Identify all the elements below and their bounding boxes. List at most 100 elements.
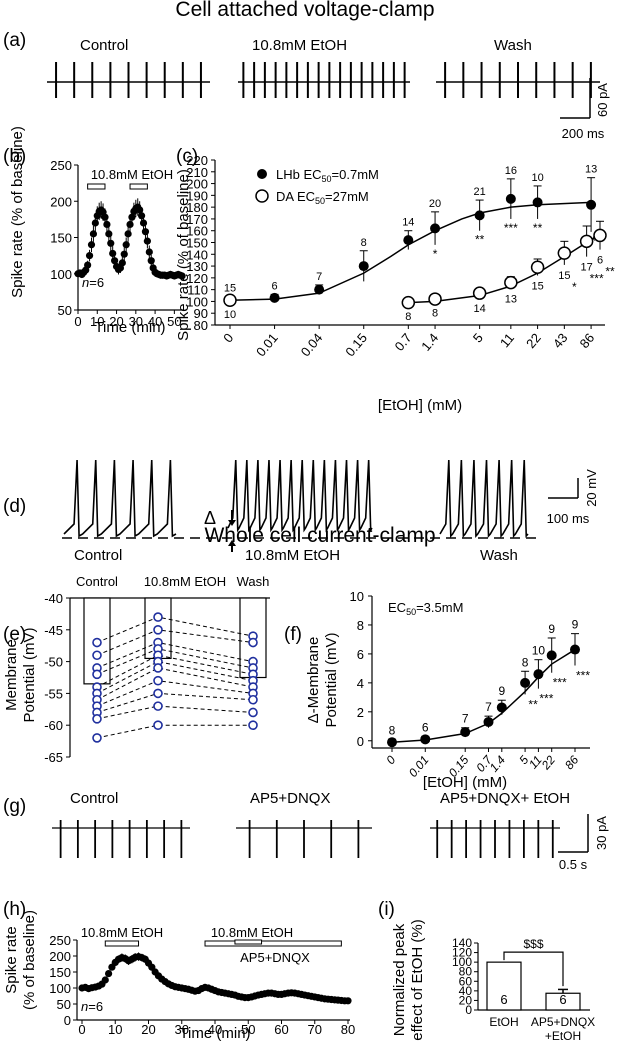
panel-c-point-da — [223, 293, 237, 307]
scale-d-y-label: 20 mV — [584, 469, 599, 507]
panel-e-y-tick-label: -60 — [44, 718, 63, 733]
panel-c-point-da — [579, 234, 594, 249]
scale-d-x-label: 100 ms — [547, 511, 590, 526]
panel-e-category: Wash — [237, 574, 270, 589]
panel-b-point — [147, 257, 155, 265]
panel-b-x-tick-label: 10 — [90, 314, 104, 329]
panel-e-pair-line — [96, 654, 254, 688]
trace-g-label-ap5-etoh: AP5+DNQX+ EtOH — [440, 790, 570, 807]
panel-h-x-tick-label: 80 — [341, 1022, 355, 1037]
panel-h-x-tick-label: 70 — [308, 1022, 322, 1037]
panel-c-n-lhb: 16 — [505, 165, 517, 177]
panel-f-n-label: 7 — [485, 700, 492, 714]
panel-f-y-tick-label: 0 — [357, 734, 364, 749]
trace-d-spike-train — [63, 459, 177, 538]
scale-a-y-label: 60 pA — [595, 83, 610, 117]
panel-b-y-tick-label: 150 — [50, 231, 72, 246]
panel-b-x-tick-label: 20 — [109, 314, 123, 329]
panel-i-y-tick-label: 80 — [459, 965, 473, 979]
panel-f-y-tick-label: 2 — [357, 705, 364, 720]
panel-c-n-lhb: 15 — [224, 283, 236, 295]
panel-f-point — [420, 734, 431, 745]
panel-f-y-tick-label: 4 — [357, 676, 364, 691]
panel-f-ec50: EC50=3.5mM — [388, 600, 463, 617]
panel-c-n-da: 13 — [505, 293, 517, 305]
panel-f-point — [483, 716, 494, 727]
panel-c-n-da: 17 — [581, 262, 593, 274]
panel-c-point-da — [530, 260, 545, 274]
panel-h-x-tick-label: 50 — [241, 1022, 255, 1037]
panel-e-pair-line — [96, 705, 254, 720]
panel-e-pair-line — [96, 641, 254, 669]
trace-g-spikes — [52, 820, 560, 858]
panel-c-point-lhb — [403, 235, 414, 246]
panel-f-point — [570, 644, 580, 655]
panel-f-point — [546, 650, 557, 661]
panel-h-ylabel-1: Spike rate — [3, 926, 20, 994]
panel-c-x-tick-label: 0.7 — [392, 330, 415, 353]
legend-da: DA EC50=27mM — [276, 189, 369, 206]
panel-b-point — [178, 272, 186, 280]
panel-c-point-lhb — [505, 193, 516, 204]
panel-f-ylabel-2: Potential (mV) — [323, 632, 340, 727]
panel-c-n-lhb: 20 — [429, 198, 441, 210]
panel-h-bar-label-1: 10.8mM EtOH — [81, 925, 163, 940]
trace-d-spike-train — [227, 459, 373, 533]
panel-b-point — [122, 241, 130, 249]
panel-f-x-tick-label: 22 — [538, 753, 558, 773]
panel-c-n-da: 8 — [405, 311, 411, 323]
panel-b-x-tick-label: 50 — [167, 314, 181, 329]
panel-c-y-tick-label: 200 — [186, 177, 208, 192]
panel-h-etoh-bar-1 — [104, 940, 140, 947]
panel-i-y-tick-label: 20 — [459, 993, 473, 1007]
panel-c-sig-lhb: * — [433, 247, 438, 261]
trace-a-spikes — [47, 62, 600, 98]
panel-c-y-tick-label: 190 — [186, 188, 208, 203]
panel-b-point — [141, 228, 150, 236]
panel-c-x-tick-label: 0.15 — [342, 330, 370, 359]
panel-e-pair-line — [96, 629, 254, 656]
panel-h-bar-label-2: 10.8mM EtOH — [211, 925, 293, 940]
panel-c-point-da — [557, 246, 572, 260]
panel-e-cell-point — [92, 650, 102, 661]
panel-h-x-tick-label: 30 — [175, 1022, 189, 1037]
panel-i-n-label: 6 — [559, 992, 566, 1007]
panel-e-category: Control — [76, 574, 118, 589]
panel-f-point — [533, 669, 544, 680]
panel-f-y-tick-label: 8 — [357, 618, 364, 633]
panel-e-pair-line — [96, 724, 253, 739]
panel-h-x-tick-label: 60 — [274, 1022, 288, 1037]
panel-f-n-label: 9 — [498, 684, 505, 698]
trace-a-label-control: Control — [80, 37, 128, 54]
panel-c-x-tick-label: 22 — [523, 330, 544, 351]
panel-f-x-tick-label: 0 — [383, 753, 398, 767]
panel-f-n-label: 6 — [422, 720, 429, 734]
panel-c-point-lhb — [430, 223, 441, 234]
panel-h-point — [344, 997, 352, 1005]
panel-b-x-tick-label: 0 — [74, 314, 81, 329]
panel-letter-e: (e) — [3, 624, 26, 645]
trace-d-label-wash: Wash — [480, 547, 518, 564]
panel-b-point — [143, 237, 151, 245]
panel-e-cell-point — [248, 694, 258, 705]
panel-c-n-lhb: 8 — [361, 237, 367, 249]
panel-i-y-tick-label: 120 — [452, 946, 472, 960]
panel-b-treatment-bar — [129, 183, 148, 190]
panel-c-fit-lhb — [229, 201, 592, 301]
panel-c-point-lhb — [269, 292, 280, 303]
panel-b-x-tick-label: 30 — [129, 314, 143, 329]
panel-c-n-lhb: 7 — [316, 271, 322, 283]
panel-e-ylabel-2: Potential (mV) — [21, 627, 38, 722]
panel-b-point — [107, 239, 115, 247]
panel-f-n-label: 10 — [532, 644, 546, 658]
panel-e-cell-point — [153, 675, 163, 686]
panel-h-y-tick-label: 250 — [49, 933, 71, 948]
panel-h-x-tick-label: 20 — [141, 1022, 155, 1037]
panel-c-sig-da: ** — [605, 265, 615, 279]
panel-b-point — [118, 259, 126, 267]
panel-c-n-lhb: 10 — [531, 172, 543, 184]
panel-c-point-lhb — [586, 199, 597, 210]
scale-g-x-label: 0.5 s — [559, 857, 588, 872]
delta-arrowhead-up — [228, 540, 236, 546]
